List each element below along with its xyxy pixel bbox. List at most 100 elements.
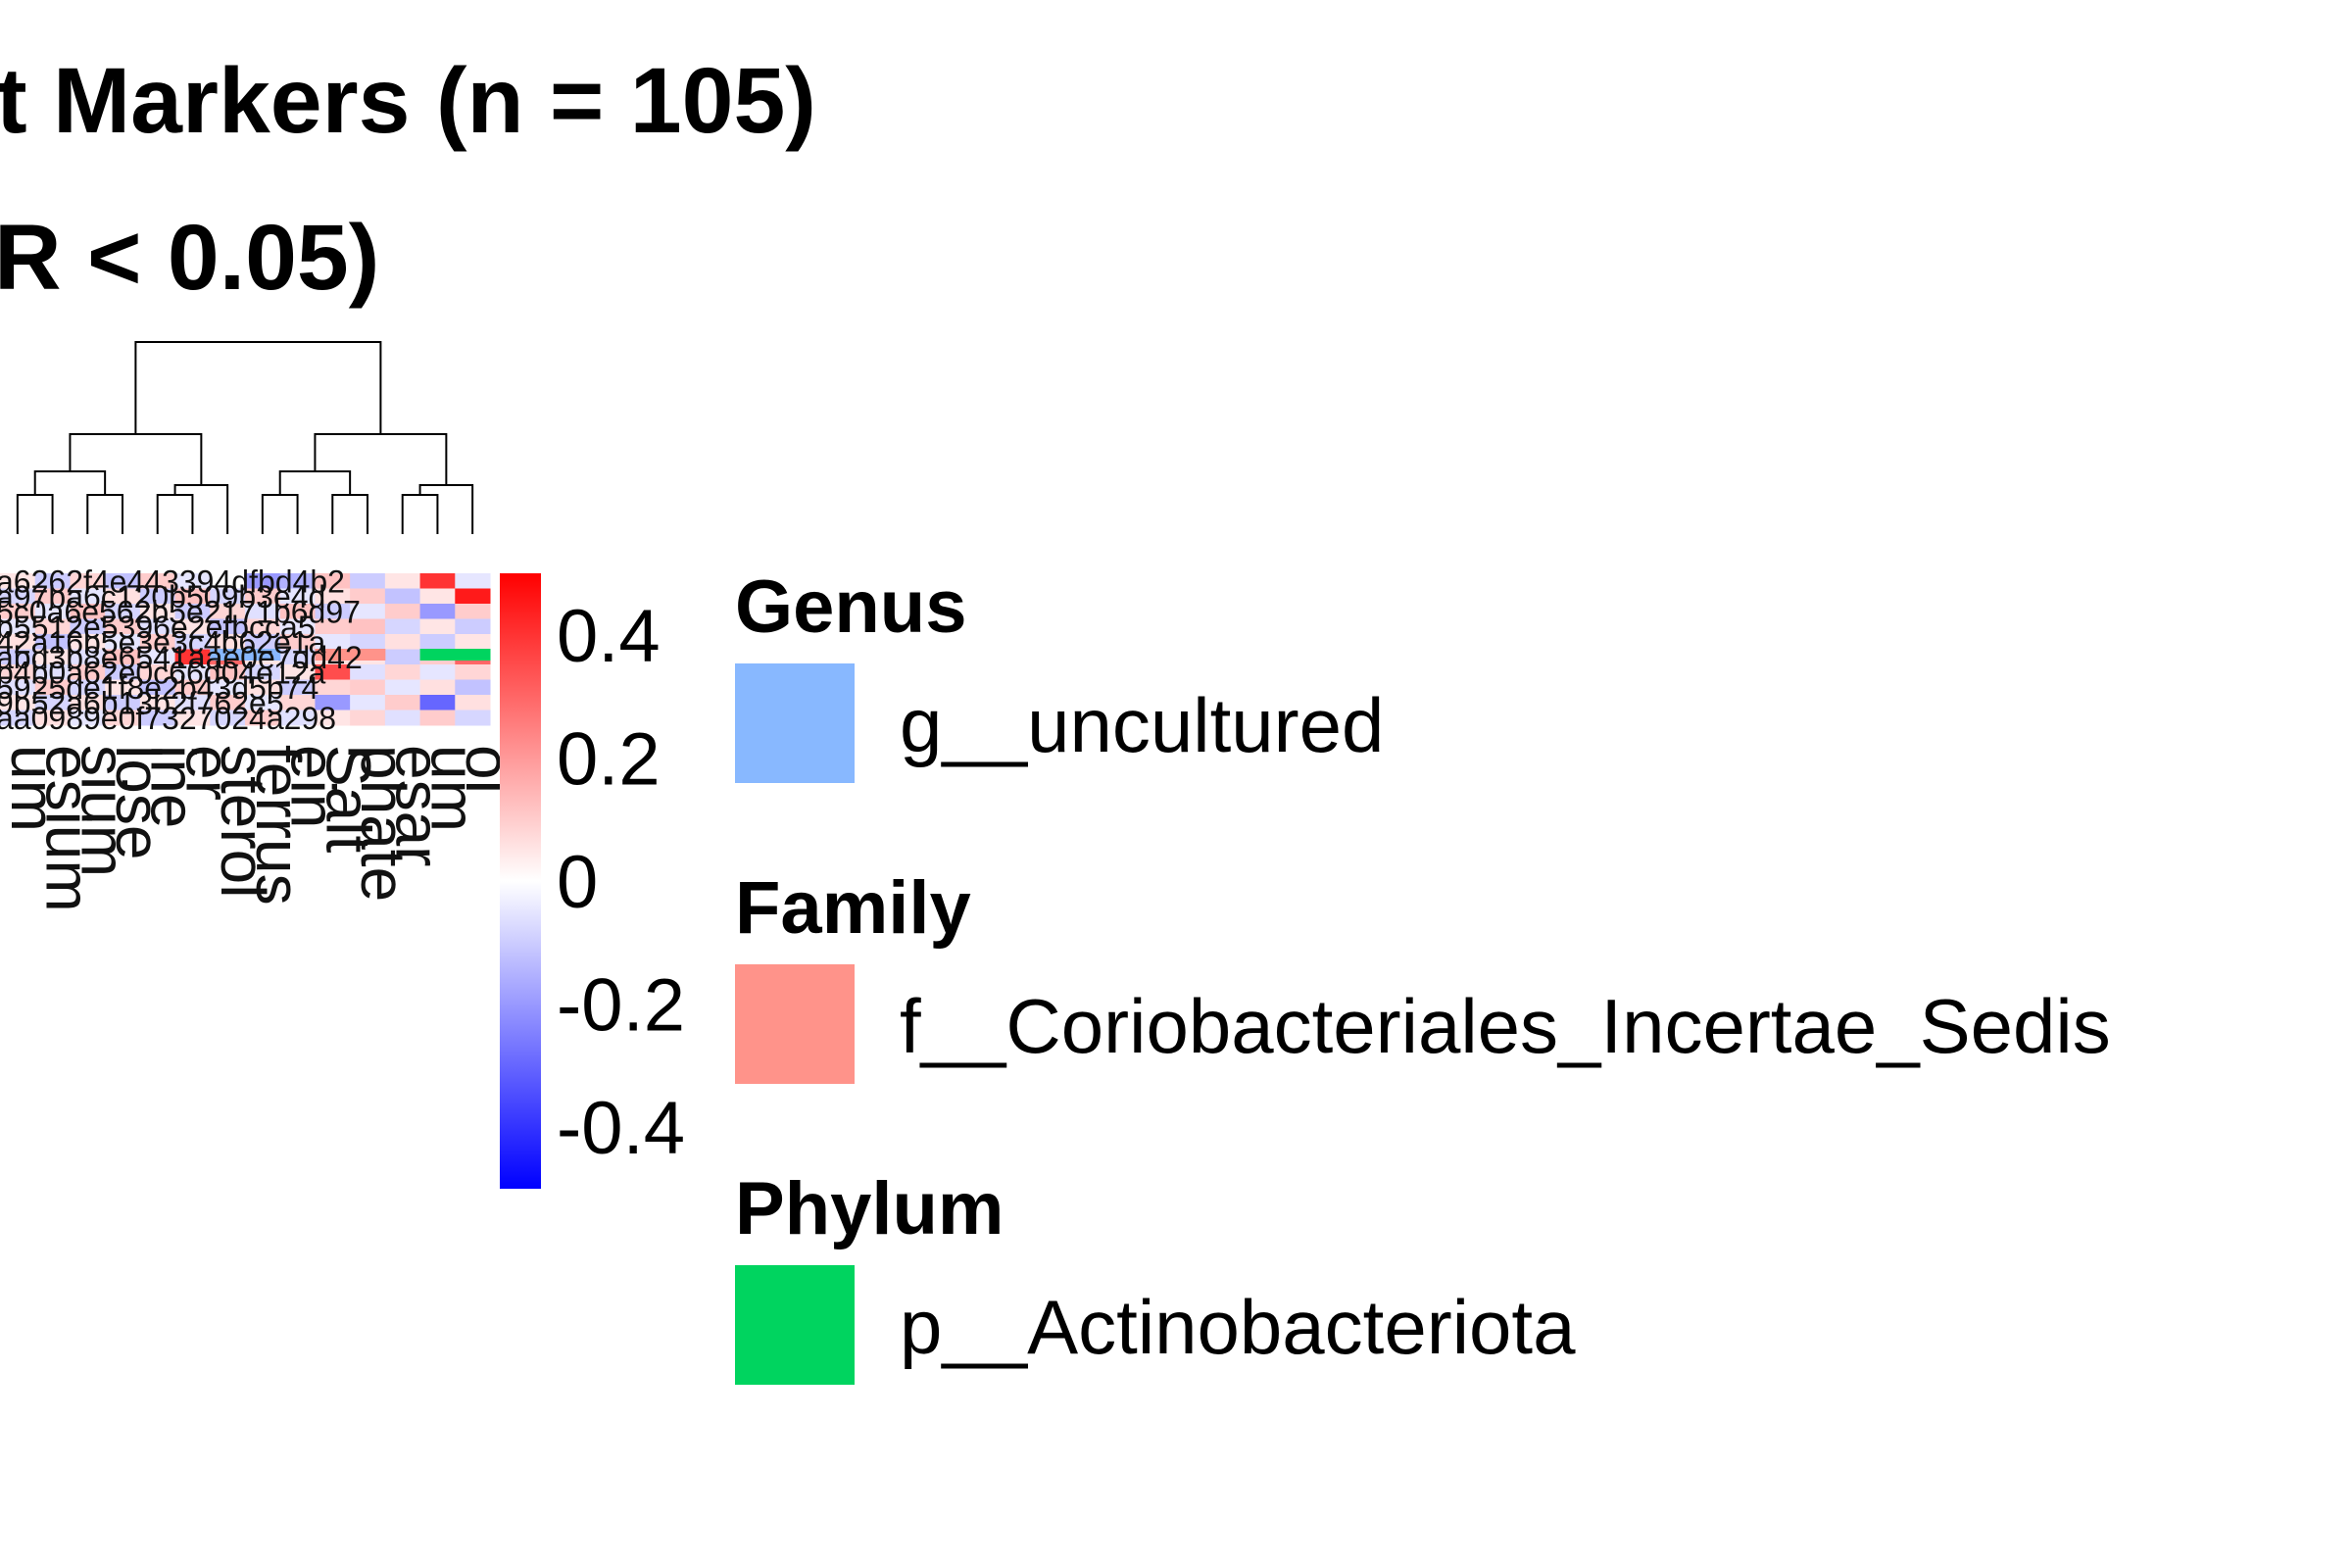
row-labels: a6262f4e443394dfbd4b2a97ba6c120b509b3e4d…: [0, 564, 363, 737]
heatmap-cell: [384, 604, 421, 619]
heatmap-cell: [174, 634, 211, 650]
heatmap-cell: [34, 604, 71, 619]
heatmap-cell: [455, 664, 491, 680]
column-dendrogram: [16, 341, 474, 534]
color-scale-tick-label: 0: [557, 841, 598, 924]
heatmap-cell: [455, 679, 491, 696]
heatmap-cell: [279, 618, 316, 635]
heatmap-cell: [105, 679, 141, 696]
column-label: sterol: [208, 745, 278, 899]
heatmap-cell: [139, 604, 176, 619]
heatmap-cell: [350, 679, 386, 696]
row-label: 5c0a6e562b5e2171b6d97: [0, 595, 361, 630]
heatmap-cell: [350, 664, 386, 680]
heatmap-cell: [139, 679, 176, 696]
heatmap-cell: [34, 664, 71, 680]
heatmap-cell: [315, 618, 351, 635]
heatmap-cell: [419, 664, 456, 680]
column-label: esar: [383, 745, 454, 867]
heatmap-cell: [455, 634, 491, 650]
heatmap-cell: [315, 664, 351, 680]
heatmap-cell: [315, 604, 351, 619]
legend-label: g__uncultured: [900, 682, 1384, 768]
heatmap-cell: [174, 695, 211, 710]
chart-title-line-2: R < 0.05): [0, 206, 379, 310]
dendrogram-branch: [261, 494, 299, 534]
heatmap-cell: [105, 649, 141, 665]
heatmap-cell: [210, 618, 246, 635]
heatmap-cell: [105, 664, 141, 680]
heatmap-cell: [384, 664, 421, 680]
row-label: 42a16b5e3e3c4b62e1a: [0, 625, 326, 661]
heatmap-cell: [384, 649, 421, 665]
legend-title: Genus: [735, 565, 967, 649]
heatmap-cell: [174, 588, 211, 605]
heatmap-cell: [139, 573, 176, 589]
heatmap-cell: [139, 618, 176, 635]
heatmap-cell: [0, 664, 36, 680]
heatmap-cell: [245, 573, 281, 589]
heatmap-cell: [105, 618, 141, 635]
column-label: lose: [103, 745, 173, 859]
heatmap-cell: [245, 588, 281, 605]
heatmap-cell: [350, 604, 386, 619]
heatmap-cell: [315, 695, 351, 710]
legend-title: Phylum: [735, 1167, 1004, 1250]
heatmap-cell: [0, 573, 36, 589]
heatmap-cell: [245, 634, 281, 650]
row-label: b5512e5396e2efbcca5: [0, 610, 316, 645]
heatmap-cell: [455, 695, 491, 710]
heatmap-cell: [105, 695, 141, 710]
heatmap-cell: [174, 649, 211, 665]
heatmap-cell: [174, 710, 211, 726]
heatmap-cell: [350, 710, 386, 726]
row-label: a6262f4e443394dfbd4b2: [0, 564, 345, 600]
row-label: aa0989e0f7327024a298: [0, 701, 336, 736]
column-label: er: [172, 745, 243, 801]
heatmap-cell: [245, 664, 281, 680]
heatmap-cell: [210, 679, 246, 696]
heatmap-cell: [210, 573, 246, 589]
heatmap-cell: [245, 695, 281, 710]
legend-swatch: [735, 1265, 855, 1385]
heatmap-cell: [70, 573, 106, 589]
heatmap-cell: [455, 710, 491, 726]
annotation-cell: [455, 649, 491, 661]
legend-title: Family: [735, 866, 971, 950]
column-label: ine: [138, 745, 209, 828]
annotation-cell: [245, 649, 281, 661]
column-labels: umesiumsiumloseineersterolferruseinSaltp…: [0, 745, 523, 912]
heatmap-cell: [350, 634, 386, 650]
color-scale-ticks: 0.4 0.2 0 -0.2 -0.4: [557, 595, 685, 1170]
heatmap-cell: [0, 604, 36, 619]
heatmap-cell: [350, 695, 386, 710]
heatmap-cell: [0, 634, 36, 650]
row-label: b4b0a62e0c66d04e12a: [0, 656, 326, 691]
heatmap-cell: [279, 604, 316, 619]
heatmap-cell: [279, 710, 316, 726]
heatmap-cell: [245, 679, 281, 696]
heatmap-cell: [174, 664, 211, 680]
heatmap-cell: [70, 588, 106, 605]
heatmap-cell: [455, 604, 491, 619]
heatmap-cell: [174, 604, 211, 619]
heatmap-cell: [34, 710, 71, 726]
legend-label: f__Coriobacteriales_Incertae_Sedis: [900, 983, 2111, 1069]
legend-swatch: [735, 964, 855, 1084]
dendrogram-branch: [16, 494, 54, 534]
heatmap-cell: [384, 695, 421, 710]
heatmap-cell: [105, 573, 141, 589]
heatmap-cell: [210, 588, 246, 605]
heatmap-cell: [139, 695, 176, 710]
heatmap-cell: [279, 588, 316, 605]
heatmap-cell: [174, 679, 211, 696]
heatmap-cell: [419, 679, 456, 696]
heatmap-cell: [0, 618, 36, 635]
heatmap-cell: [34, 618, 71, 635]
heatmap-cell: [315, 588, 351, 605]
color-scale-tick-label: -0.2: [557, 964, 685, 1048]
heatmap-cell: [70, 695, 106, 710]
heatmap-cell: [34, 588, 71, 605]
heatmap-cell: [34, 649, 71, 665]
